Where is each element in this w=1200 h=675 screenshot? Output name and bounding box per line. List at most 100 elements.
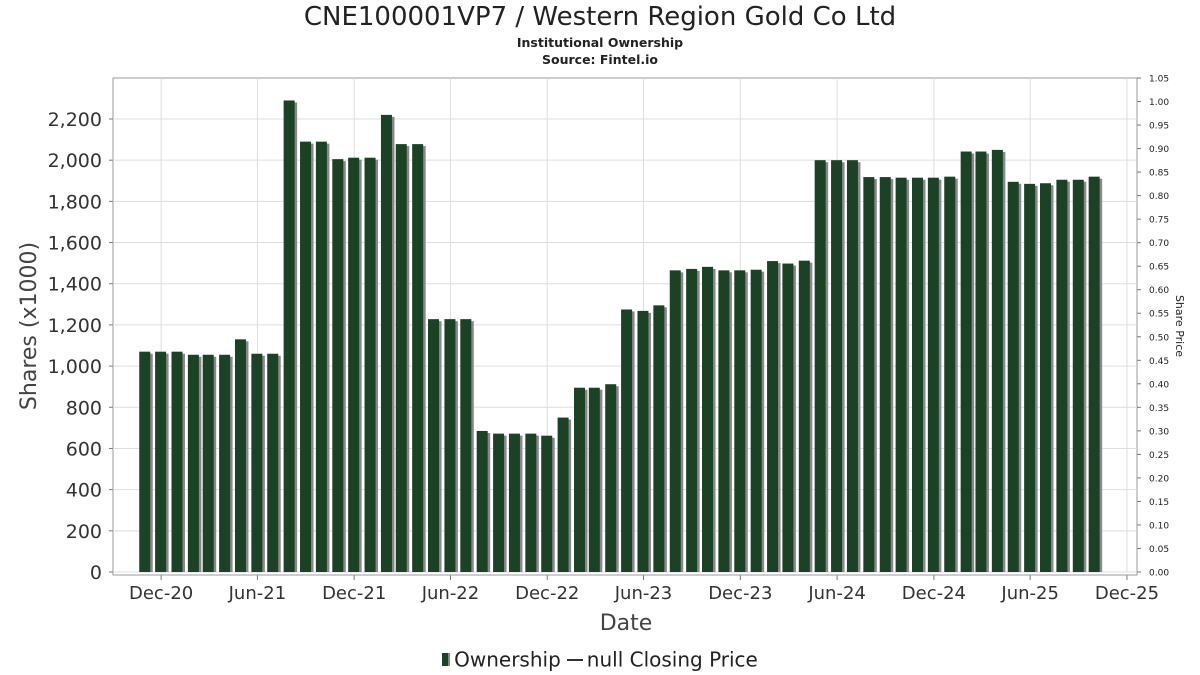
ownership-bar	[219, 354, 231, 572]
ownership-bar	[1024, 183, 1036, 572]
ownership-bar	[846, 160, 858, 572]
y2-tick-label: 0.35	[1149, 404, 1169, 414]
x-tick-label: Dec-20	[129, 583, 193, 604]
y2-tick-label: 0.60	[1149, 286, 1169, 296]
ownership-bar	[798, 260, 810, 572]
ownership-bar	[767, 261, 779, 572]
ownership-bar	[637, 310, 649, 572]
ownership-bar	[251, 353, 263, 572]
y2-tick-label: 0.75	[1149, 216, 1169, 226]
y-tick-label: 1,200	[48, 315, 102, 337]
x-tick-label: Jun-23	[614, 583, 673, 604]
ownership-bar	[525, 433, 537, 572]
y-tick-label: 1,400	[48, 274, 102, 296]
y-tick-label: 400	[66, 480, 102, 502]
ownership-bar	[267, 353, 279, 572]
ownership-bar	[574, 387, 586, 572]
y2-tick-label: 0.05	[1149, 545, 1169, 555]
x-tick-label: Jun-21	[228, 583, 287, 604]
y-tick-label: 1,800	[48, 191, 102, 213]
y2-tick-label: 0.00	[1149, 569, 1169, 579]
ownership-bar	[895, 177, 907, 573]
chart-title: CNE100001VP7 / Western Region Gold Co Lt…	[303, 2, 897, 32]
y2-tick-label: 0.80	[1149, 192, 1169, 202]
ownership-bar	[814, 160, 826, 572]
ownership-bar	[975, 151, 987, 572]
ownership-bar	[139, 351, 151, 572]
y-tick-label: 2,200	[48, 109, 102, 131]
ownership-bar	[960, 151, 972, 572]
ownership-bar	[702, 266, 714, 572]
ownership-bar	[444, 319, 456, 572]
ownership-bar	[621, 309, 633, 572]
ownership-bar	[1088, 176, 1100, 572]
legend: Ownership null Closing Price	[0, 646, 1200, 672]
x-tick-label: Dec-25	[1095, 583, 1159, 604]
y2-tick-label: 0.30	[1149, 427, 1169, 437]
y2-tick-label: 0.10	[1149, 521, 1169, 531]
legend-ownership-swatch	[442, 653, 451, 666]
ownership-bar	[1039, 183, 1051, 572]
ownership-bar	[187, 354, 199, 572]
x-tick-label: Jun-25	[1000, 583, 1059, 604]
ownership-bar	[991, 149, 1003, 573]
y2-tick-label: 1.05	[1149, 75, 1169, 85]
y2-tick-label: 0.55	[1149, 310, 1169, 320]
y2-tick-label: 0.65	[1149, 263, 1169, 273]
y2-tick-label: 0.95	[1149, 122, 1169, 132]
ownership-bar	[155, 351, 167, 572]
ownership-bar	[428, 319, 440, 572]
axes: 0 200 400 600 800 1,000 1,200 1,400 1,600 1,800 2,…	[48, 75, 1170, 605]
ownership-bar	[493, 433, 505, 572]
ownership-bar	[750, 269, 762, 572]
chart-source: Source: Fintel.io	[542, 52, 658, 67]
chart-subtitle: Institutional Ownership	[516, 35, 684, 50]
x-tick-label: Jun-22	[421, 583, 480, 604]
ownership-bar	[718, 270, 730, 572]
y-tick-label: 200	[66, 521, 102, 543]
ownership-bar	[944, 176, 956, 572]
y-tick-label: 600	[66, 438, 102, 460]
ownership-bar	[879, 177, 891, 573]
ownership-bar	[831, 160, 843, 572]
ownership-bar	[412, 144, 424, 572]
x-tick-label: Dec-24	[902, 583, 966, 604]
legend-price-label: null Closing Price	[586, 647, 758, 672]
y2-tick-label: 1.00	[1149, 98, 1169, 108]
x-tick-label: Dec-23	[708, 583, 772, 604]
ownership-bar	[734, 270, 746, 572]
ownership-bar	[541, 435, 553, 572]
ownership-bar	[395, 144, 407, 572]
ownership-bar	[1072, 179, 1084, 573]
ownership-bar	[332, 159, 344, 572]
ownership-bar	[348, 157, 360, 572]
ownership-bar	[863, 177, 875, 573]
ownership-bar	[686, 268, 698, 572]
y-tick-label: 2,000	[48, 150, 102, 172]
x-tick-label: Dec-21	[322, 583, 386, 604]
x-tick-label: Dec-22	[515, 583, 579, 604]
y2-tick-label: 0.15	[1149, 498, 1169, 508]
ownership-bar	[557, 417, 569, 572]
y-tick-label: 0	[90, 562, 102, 584]
ownership-bar	[283, 100, 295, 572]
x-axis-label: Date	[600, 611, 653, 636]
legend-price-line	[566, 658, 583, 661]
ownership-bar	[653, 305, 665, 572]
ownership-bar	[782, 263, 794, 572]
y-tick-label: 800	[66, 397, 102, 419]
y2-tick-label: 0.25	[1149, 451, 1169, 461]
bars	[139, 100, 1103, 573]
y2-tick-label: 0.70	[1149, 239, 1169, 249]
ownership-bar	[605, 384, 617, 572]
y2-axis-label: Share Price	[1173, 295, 1186, 357]
ownership-bar	[1056, 179, 1068, 573]
ownership-bar	[669, 270, 681, 572]
y-tick-label: 1,000	[48, 356, 102, 378]
ownership-bar	[508, 433, 520, 572]
ownership-bar	[315, 141, 327, 572]
ownership-bar	[476, 430, 488, 572]
y2-tick-label: 0.45	[1149, 357, 1169, 367]
ownership-bar	[927, 177, 939, 573]
y2-tick-label: 0.85	[1149, 169, 1169, 179]
